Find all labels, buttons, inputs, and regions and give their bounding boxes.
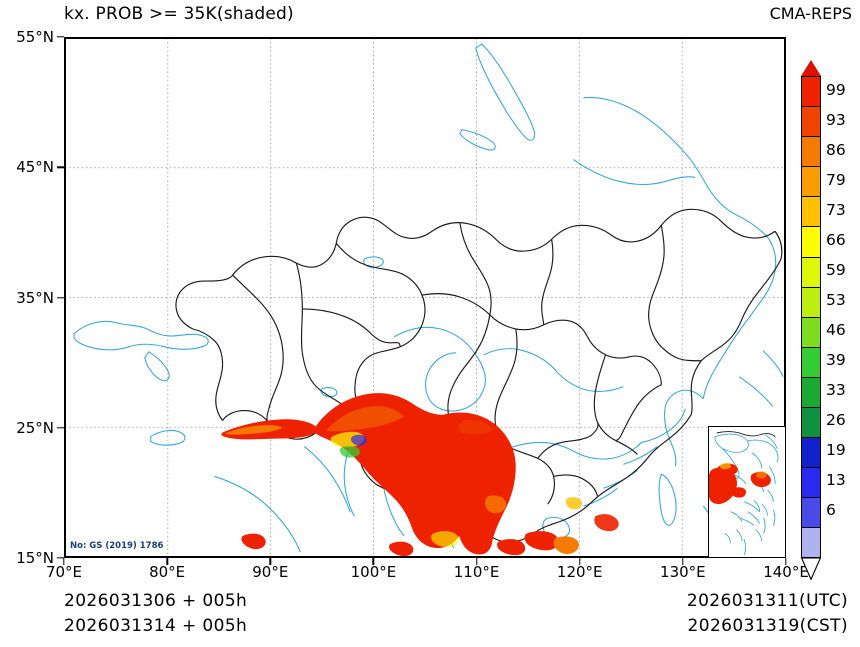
colorbar-cell-93: [801, 106, 821, 137]
x-tick-label-90e: 90°E: [252, 563, 289, 581]
y-tick-mark: [57, 427, 64, 429]
colorbar-cell-6: [801, 497, 821, 528]
footer-valid-time-utc: 2026031311(UTC): [686, 591, 848, 611]
x-tick-mark: [785, 558, 787, 565]
y-tick-mark: [57, 557, 64, 559]
x-tick-label-120e: 120°E: [556, 563, 603, 581]
y-tick-label-45n: 45°N: [16, 158, 54, 177]
colorbar-label-59: 59: [826, 261, 846, 279]
colorbar-label-19: 19: [826, 441, 846, 459]
inset-boundaries: [716, 430, 776, 437]
colorbar-cell-33: [801, 376, 821, 408]
footer-init-time-utc: 2026031306 + 005h: [64, 591, 248, 611]
colorbar-label-53: 53: [826, 291, 846, 309]
colorbar-label-79: 79: [826, 171, 846, 189]
y-tick-mark: [57, 166, 64, 168]
y-tick-label-35n: 35°N: [16, 288, 54, 307]
y-tick-label-25n: 25°N: [16, 418, 54, 437]
colorbar-label-33: 33: [826, 381, 846, 399]
x-tick-label-70e: 70°E: [45, 563, 83, 581]
map-canvas: [65, 38, 785, 557]
colorbar-label-93: 93: [826, 111, 846, 129]
colorbar-over-arrow: [801, 60, 821, 76]
colorbar-label-66: 66: [826, 231, 846, 249]
map-plot-area[interactable]: No: GS (2019) 1786: [64, 37, 786, 558]
model-label: CMA-REPS: [769, 4, 852, 23]
colorbar-cell-99: [801, 76, 821, 107]
inset-canvas: [708, 430, 779, 555]
colorbar-cell-66: [801, 226, 821, 257]
colorbar-label-13: 13: [826, 471, 846, 489]
x-tick-label-80e: 80°E: [149, 563, 186, 581]
colorbar-cell-13: [801, 467, 821, 498]
colorbar-label-73: 73: [826, 201, 846, 219]
inset-probability-shading: [708, 462, 771, 504]
x-tick-mark: [682, 558, 684, 565]
colorbar-label-26: 26: [826, 411, 846, 429]
colorbar-cell-79: [801, 166, 821, 197]
colorbar-cell-under: [801, 527, 821, 558]
colorbar-label-99: 99: [826, 81, 846, 99]
y-tick-mark: [57, 36, 64, 38]
x-tick-label-100e: 100°E: [350, 563, 397, 581]
y-tick-label-55n: 55°N: [16, 28, 54, 46]
x-tick-mark: [166, 558, 168, 565]
probability-shading: [221, 393, 619, 557]
x-tick-mark: [579, 558, 581, 565]
colorbar-cell-59: [801, 256, 821, 287]
x-tick-label-110e: 110°E: [453, 563, 500, 581]
page-title: kx. PROB >= 35K(shaded): [64, 4, 294, 24]
colorbar-label-39: 39: [826, 351, 846, 369]
y-tick-label-15n: 15°N: [16, 549, 54, 567]
x-tick-mark: [269, 558, 271, 565]
colorbar-cell-46: [801, 316, 821, 347]
x-tick-label-140e: 140°E: [763, 563, 809, 581]
colorbar-label-6: 6: [826, 501, 836, 519]
y-tick-mark: [57, 296, 64, 299]
x-tick-mark: [63, 558, 65, 565]
south-china-sea-inset[interactable]: [707, 425, 785, 557]
colorbar[interactable]: [800, 60, 822, 584]
x-tick-mark: [475, 558, 478, 565]
colorbar-cell-73: [801, 196, 821, 227]
footer-valid-time-cst: 2026031319(CST): [687, 616, 848, 636]
colorbar-cell-26: [801, 407, 821, 438]
x-tick-label-130e: 130°E: [660, 563, 706, 581]
footer-init-time-cst: 2026031314 + 005h: [64, 616, 248, 636]
colorbar-cell-39: [801, 346, 821, 377]
colorbar-label-86: 86: [826, 141, 846, 159]
colorbar-cell-53: [801, 286, 821, 317]
colorbar-label-46: 46: [826, 321, 846, 339]
map-watermark: No: GS (2019) 1786: [70, 541, 164, 551]
colorbar-cell-19: [801, 437, 821, 468]
x-tick-mark: [372, 558, 375, 565]
colorbar-under-arrow: [800, 556, 822, 581]
colorbar-cell-86: [801, 136, 821, 167]
